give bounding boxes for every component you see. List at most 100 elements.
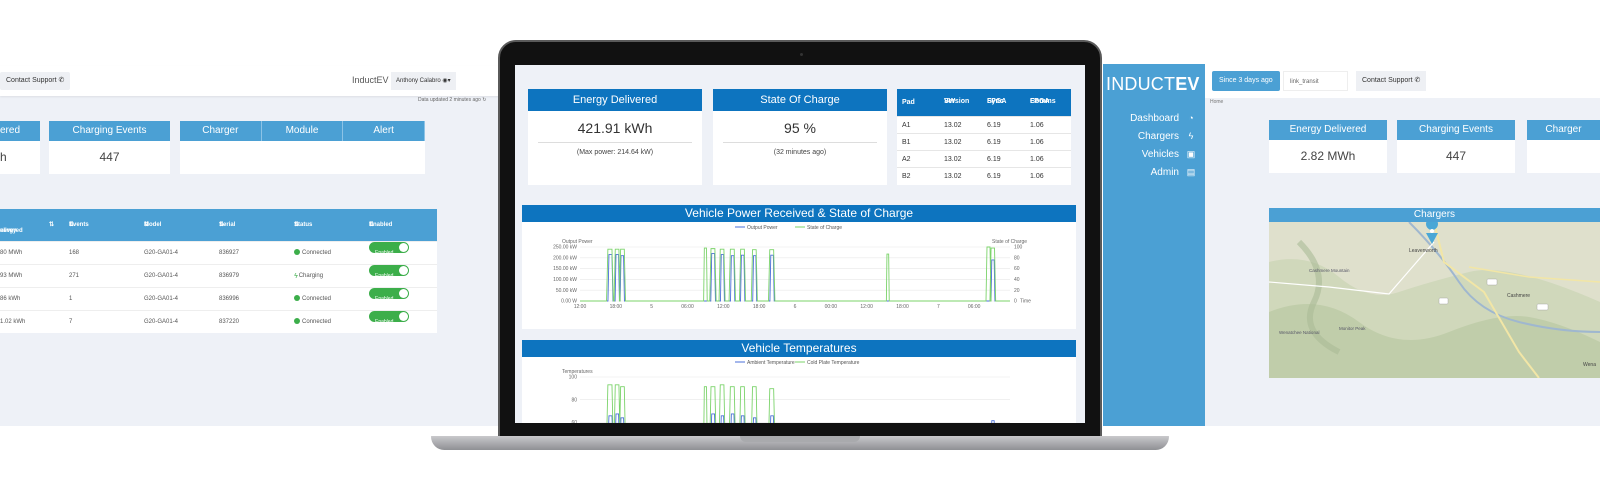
status-text: Connected — [302, 296, 332, 302]
chart-title: Vehicle Temperatures — [522, 340, 1076, 357]
refresh-icon[interactable]: ↻ — [482, 97, 487, 103]
enabled-toggle[interactable]: Enabled — [369, 311, 409, 325]
pad-versions-table: Pad SW Version Sync FPGA Comms FPGA A1 13.02… — [897, 89, 1071, 185]
alert-col-alert[interactable]: Alert — [343, 121, 426, 141]
cell-sw: 13.02 — [944, 122, 962, 129]
cell-model: G20-GA01-4 — [144, 273, 179, 279]
col-status-label: Status — [294, 222, 313, 228]
cell-status: Connected — [294, 242, 331, 265]
x-tick-label: 12:00 — [717, 304, 730, 310]
x-tick-label: 12:00 — [574, 304, 587, 310]
cell-sw: 13.02 — [944, 156, 962, 163]
breadcrumb[interactable]: Home — [1210, 99, 1224, 105]
phone-icon: ✆ — [58, 77, 65, 84]
table-row[interactable]: 80 MWh 168 G20-GA01-4 836927 Connected E… — [0, 241, 437, 264]
enabled-toggle[interactable]: Enabled — [369, 288, 409, 302]
phone-icon: ✆ — [1414, 77, 1421, 84]
legend-label: State of Charge — [807, 225, 842, 231]
col-comms-line1: Comms — [1030, 98, 1056, 105]
left-dashboard: Contact Support ✆ InductEV Anthony Calab… — [0, 66, 500, 426]
cell-model: G20-GA01-4 — [144, 250, 179, 256]
col-sw-line2: Version — [944, 98, 970, 105]
sort-icon: ⇅ — [144, 222, 150, 228]
table-row[interactable]: 93 MWh 271 G20-GA01-4 836979 ϟ Charging E… — [0, 264, 437, 287]
sort-icon: ⇅ — [69, 222, 75, 228]
transit-filter-input[interactable]: link_transit — [1283, 71, 1348, 91]
y2-axis-label: State of Charge — [992, 239, 1027, 245]
sort-icon: ⇅ — [294, 222, 300, 228]
table-row: A1 13.02 6.19 1.06 — [897, 116, 1071, 133]
y-tick-label: 0.00 W — [561, 299, 577, 305]
col-enabled-label: Enabled — [369, 222, 393, 228]
table-row[interactable]: 86 kWh 1 G20-GA01-4 836996 Connected Ena… — [0, 287, 437, 310]
energy-delivered-card: ered h — [0, 121, 40, 174]
map-terrain: Leavenworth Cashmere Mountain Cashmere W… — [1269, 222, 1600, 378]
connected-dot-icon — [294, 318, 300, 324]
energy-value: 421.91 kWh — [577, 120, 653, 136]
charger-card: Charger — [1527, 120, 1600, 173]
cell-pad: B2 — [902, 173, 911, 180]
table-row[interactable]: 1.02 kWh 7 G20-GA01-4 837220 Connected E… — [0, 310, 437, 333]
legend-label: Ambient Temperature — [747, 360, 795, 366]
y2-tick-label: 80 — [1014, 255, 1020, 261]
y-tick-label: 250.00 kW — [553, 245, 577, 251]
chargers-map-panel: Chargers Leavenworth Cashmere Mountain — [1269, 208, 1600, 378]
x-tick-label: 18:00 — [610, 304, 623, 310]
cell-energy: 1.02 kWh — [0, 319, 26, 325]
status-text: Connected — [302, 250, 332, 256]
contact-support-button[interactable]: Contact Support ✆ — [0, 72, 71, 90]
chargers-map[interactable]: Leavenworth Cashmere Mountain Cashmere W… — [1269, 222, 1600, 378]
nav-item-vehicles[interactable]: Vehicles ▣ — [1142, 149, 1197, 160]
x-tick-label: 06:00 — [968, 304, 981, 310]
y-axis-label: Output Power — [562, 239, 593, 245]
x-tick-label: 00:00 — [825, 304, 838, 310]
cell-status: Connected — [294, 288, 331, 311]
contact-support-button[interactable]: Contact Support ✆ — [1356, 71, 1427, 91]
temperature-chart: Ambient Temperature Cold Plate Temperatur… — [562, 360, 1010, 423]
charging-events-card: Charging Events 447 — [49, 121, 170, 174]
cell-energy: 93 MWh — [0, 273, 23, 279]
left-header: Contact Support ✆ InductEV Anthony Calab… — [0, 66, 500, 96]
data-updated-label: Data updated 2 minutes ago — [418, 97, 481, 103]
energy-delivered-card: Energy Delivered 421.91 kWh (Max power: … — [528, 89, 702, 185]
map-label: Cashmere Mountain — [1309, 268, 1350, 273]
y-tick-label: 200.00 kW — [553, 255, 577, 261]
enabled-toggle[interactable]: Enabled — [369, 265, 409, 279]
y2-tick-label: 40 — [1014, 277, 1020, 283]
y-axis-label: Temperatures — [562, 369, 593, 375]
right-dashboard: Since 3 days ago link_transit Contact Su… — [1205, 64, 1600, 426]
cell-sw: 13.02 — [944, 173, 962, 180]
nav-label: Admin — [1150, 167, 1179, 178]
series-line-secondary — [606, 384, 775, 423]
col-model-label: Model — [144, 222, 162, 228]
alert-col-charger[interactable]: Charger — [180, 121, 262, 141]
contact-support-label: Contact Support — [6, 77, 57, 84]
laptop-notch — [740, 436, 860, 442]
user-menu-button[interactable]: Anthony Calabro ◉▾ — [391, 72, 456, 90]
legend-label: Cold Plate Temperature — [807, 360, 860, 366]
nav-item-chargers[interactable]: Chargers ϟ — [1138, 131, 1197, 142]
cell-status: ϟ Charging — [294, 265, 323, 289]
enabled-toggle[interactable]: Enabled — [369, 242, 409, 256]
sort-icon: ⇅ — [369, 222, 375, 228]
logo-bold-text: EV — [1175, 74, 1200, 94]
cell-energy: 86 kWh — [0, 296, 21, 302]
cell-energy: 80 MWh — [0, 250, 23, 256]
alert-col-module[interactable]: Module — [262, 121, 344, 141]
nav-item-admin[interactable]: Admin ▤ — [1151, 167, 1197, 178]
inductev-logo[interactable]: INDUCTEV — [1106, 74, 1200, 95]
data-updated-text: Data updated 2 minutes ago ↻ — [418, 97, 486, 103]
nav-item-dashboard[interactable]: Dashboard ◔ — [1130, 113, 1197, 124]
y-tick-label: 50.00 kW — [556, 288, 577, 294]
cell-comms: 1.06 — [1030, 139, 1044, 146]
max-power-text: (Max power: 214.64 kW) — [576, 149, 654, 156]
temperature-chart-panel: Vehicle Temperatures Ambient Temperature… — [522, 340, 1076, 423]
cell-model: G20-GA01-4 — [144, 296, 179, 302]
x-tick-label: 18:00 — [753, 304, 766, 310]
brand-name: InductEV — [352, 75, 389, 85]
bolt-icon: ϟ — [1188, 131, 1194, 141]
since-range-button[interactable]: Since 3 days ago — [1212, 71, 1280, 91]
dashboard-icon: ◔ — [1188, 113, 1194, 123]
cell-pad: A2 — [902, 156, 911, 163]
sort-icon[interactable]: ⇅ — [49, 222, 55, 228]
